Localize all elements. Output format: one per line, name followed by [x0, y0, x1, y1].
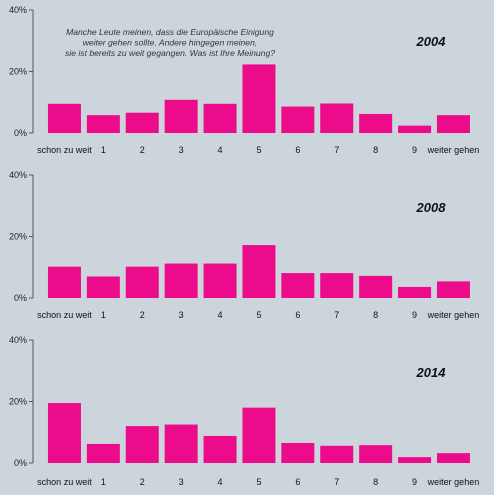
- bar: [359, 275, 393, 298]
- bar: [125, 112, 159, 133]
- bar: [125, 426, 159, 463]
- bar: [320, 445, 354, 463]
- bar: [86, 115, 120, 133]
- question-text: Manche Leute meinen, dass die Europäisch…: [65, 27, 275, 58]
- y-tick-label: 40%: [9, 335, 27, 345]
- bar: [436, 453, 470, 463]
- y-tick-label: 40%: [9, 170, 27, 180]
- bar: [203, 435, 237, 463]
- chart-title: 2004: [416, 34, 447, 49]
- x-tick-label: 3: [179, 145, 184, 155]
- y-tick-label: 20%: [9, 67, 27, 77]
- x-tick-label: 8: [373, 477, 378, 487]
- y-tick-label: 0%: [14, 293, 27, 303]
- bar: [281, 443, 315, 463]
- bar: [359, 445, 393, 463]
- bar: [398, 457, 432, 463]
- bar: [203, 103, 237, 133]
- x-tick-label: 9: [412, 477, 417, 487]
- x-tick-label: 4: [218, 145, 223, 155]
- question-line: sie ist bereits zu weit gegangen. Was is…: [65, 48, 275, 58]
- x-tick-label: schon zu weit: [37, 477, 92, 487]
- bar: [281, 273, 315, 298]
- bar: [125, 266, 159, 298]
- bar: [436, 281, 470, 298]
- bar: [242, 245, 276, 298]
- x-tick-label: schon zu weit: [37, 310, 92, 320]
- y-tick-label: 40%: [9, 5, 27, 15]
- x-tick-label: 4: [218, 477, 223, 487]
- question-line: weiter gehen sollte. Andere hingegen mei…: [83, 38, 258, 48]
- x-tick-label: 2: [140, 477, 145, 487]
- x-tick-label: 7: [334, 310, 339, 320]
- bar: [47, 403, 81, 463]
- y-tick-label: 0%: [14, 458, 27, 468]
- bar: [320, 103, 354, 133]
- y-tick-label: 20%: [9, 397, 27, 407]
- x-tick-label: 1: [101, 145, 106, 155]
- x-tick-label: 7: [334, 477, 339, 487]
- x-tick-label: 5: [256, 477, 261, 487]
- x-tick-label: 1: [101, 310, 106, 320]
- bar: [398, 286, 432, 298]
- x-tick-label: 6: [295, 477, 300, 487]
- x-tick-label: 2: [140, 145, 145, 155]
- bar: [242, 64, 276, 133]
- bar: [164, 263, 198, 298]
- bar: [164, 99, 198, 133]
- bar: [281, 106, 315, 133]
- bar: [47, 103, 81, 133]
- x-tick-label: 5: [256, 145, 261, 155]
- x-tick-label: weiter gehen: [427, 145, 480, 155]
- x-tick-label: 6: [295, 310, 300, 320]
- x-tick-label: 9: [412, 145, 417, 155]
- bar: [47, 266, 81, 298]
- bar: [320, 273, 354, 298]
- x-tick-label: 3: [179, 477, 184, 487]
- bar: [242, 407, 276, 463]
- x-tick-label: 3: [179, 310, 184, 320]
- bar: [359, 113, 393, 133]
- bar: [164, 424, 198, 463]
- bar: [86, 443, 120, 463]
- x-tick-label: 6: [295, 145, 300, 155]
- panel-2014: 0% 20% 40% schon zu weit 1 2 3 4 5 6 7 8 9 weiter geh…: [9, 335, 479, 487]
- x-tick-label: 8: [373, 145, 378, 155]
- x-tick-label: 4: [218, 310, 223, 320]
- x-tick-label: 2: [140, 310, 145, 320]
- chart-title: 2008: [416, 200, 447, 215]
- x-tick-label: 9: [412, 310, 417, 320]
- bar: [398, 125, 432, 133]
- x-tick-label: weiter gehen: [427, 310, 480, 320]
- x-tick-label: 5: [256, 310, 261, 320]
- y-tick-label: 0%: [14, 128, 27, 138]
- x-tick-label: 1: [101, 477, 106, 487]
- bar: [86, 276, 120, 298]
- panel-2004: 0% 20% 40% schon zu weit 1 2 3 4 5 6 7 8 9 weiter geh…: [9, 5, 479, 155]
- chart-title: 2014: [416, 365, 447, 380]
- x-tick-label: 8: [373, 310, 378, 320]
- bar: [203, 263, 237, 298]
- question-line: Manche Leute meinen, dass die Europäisch…: [66, 27, 274, 37]
- bar: [436, 115, 470, 133]
- x-tick-label: weiter gehen: [427, 477, 480, 487]
- x-tick-label: schon zu weit: [37, 145, 92, 155]
- x-tick-label: 7: [334, 145, 339, 155]
- y-tick-label: 20%: [9, 232, 27, 242]
- panel-2008: 0% 20% 40% schon zu weit 1 2 3 4 5 6 7 8 9 weiter geh…: [9, 170, 479, 320]
